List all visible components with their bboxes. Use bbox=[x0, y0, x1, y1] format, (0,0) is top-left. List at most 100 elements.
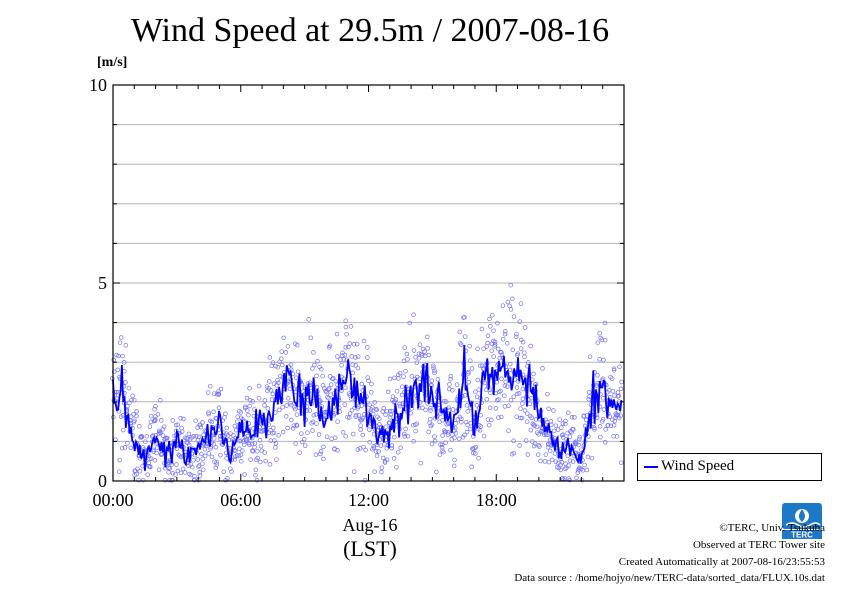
data-point bbox=[218, 452, 223, 458]
data-point bbox=[156, 467, 162, 473]
data-point bbox=[294, 412, 300, 417]
data-point bbox=[216, 405, 222, 411]
data-point bbox=[148, 456, 154, 461]
data-point bbox=[244, 438, 250, 443]
data-point bbox=[197, 470, 202, 475]
data-point bbox=[284, 403, 289, 408]
data-point bbox=[464, 429, 470, 435]
data-point bbox=[500, 303, 506, 308]
data-point bbox=[147, 464, 153, 469]
data-point bbox=[320, 373, 325, 379]
data-point bbox=[340, 430, 346, 435]
data-point bbox=[589, 455, 595, 461]
data-point bbox=[302, 443, 308, 448]
data-point bbox=[318, 449, 324, 454]
data-point bbox=[270, 391, 276, 397]
y-tick-labels: 0 5 10 bbox=[89, 75, 107, 491]
data-point bbox=[389, 443, 395, 448]
data-point bbox=[617, 364, 622, 370]
data-point bbox=[120, 427, 126, 433]
data-point bbox=[162, 477, 168, 483]
data-point bbox=[231, 433, 236, 438]
series-lines bbox=[112, 344, 623, 471]
data-point bbox=[475, 346, 480, 352]
data-point bbox=[570, 459, 576, 464]
data-point bbox=[294, 342, 300, 348]
data-point bbox=[256, 395, 262, 401]
data-point bbox=[381, 406, 386, 411]
data-point bbox=[270, 360, 276, 365]
data-point bbox=[383, 412, 388, 418]
data-point bbox=[520, 339, 526, 345]
data-point bbox=[111, 357, 116, 363]
data-point bbox=[492, 342, 498, 347]
data-point bbox=[119, 445, 125, 451]
data-point bbox=[178, 416, 183, 421]
data-point bbox=[186, 442, 192, 448]
data-point bbox=[528, 343, 533, 349]
data-point bbox=[310, 419, 316, 425]
data-point bbox=[287, 386, 293, 392]
data-point bbox=[273, 363, 278, 369]
data-point bbox=[527, 401, 532, 407]
data-point bbox=[440, 433, 445, 438]
data-point bbox=[475, 377, 481, 383]
data-point bbox=[212, 459, 217, 464]
data-point bbox=[292, 406, 298, 412]
data-point bbox=[202, 453, 208, 459]
data-point bbox=[569, 415, 575, 420]
data-point bbox=[147, 456, 152, 462]
data-point bbox=[602, 440, 608, 445]
data-point bbox=[490, 312, 495, 318]
data-point bbox=[340, 353, 345, 358]
data-point bbox=[584, 467, 590, 473]
x-tick-labels: 00:00 06:00 12:00 18:00 bbox=[92, 490, 516, 510]
data-point bbox=[419, 351, 424, 357]
data-point bbox=[522, 408, 528, 413]
data-point bbox=[200, 461, 205, 466]
data-point bbox=[514, 331, 519, 337]
data-point bbox=[454, 382, 460, 387]
data-point bbox=[540, 430, 546, 435]
data-point bbox=[428, 408, 433, 413]
data-point bbox=[199, 451, 204, 457]
data-point bbox=[528, 427, 534, 433]
data-point bbox=[418, 460, 424, 466]
data-point bbox=[485, 417, 491, 422]
data-point bbox=[542, 459, 548, 464]
data-point bbox=[212, 436, 217, 441]
data-point bbox=[482, 380, 487, 386]
grid-lines bbox=[113, 124, 624, 442]
data-point bbox=[276, 380, 281, 386]
data-point bbox=[549, 443, 554, 448]
data-point bbox=[599, 337, 605, 342]
data-point bbox=[358, 427, 363, 432]
data-point bbox=[331, 375, 336, 381]
data-point bbox=[473, 444, 479, 450]
data-point bbox=[173, 472, 178, 477]
data-point bbox=[503, 379, 508, 385]
data-point bbox=[394, 464, 399, 470]
data-point bbox=[170, 477, 175, 483]
data-point bbox=[510, 347, 516, 353]
data-point bbox=[339, 362, 344, 368]
data-point bbox=[565, 410, 571, 415]
data-point bbox=[319, 366, 324, 372]
data-point bbox=[496, 397, 501, 402]
data-point bbox=[208, 446, 213, 451]
data-point bbox=[180, 466, 186, 472]
data-point bbox=[233, 448, 238, 454]
data-point bbox=[393, 397, 399, 402]
data-point bbox=[314, 373, 319, 379]
data-point bbox=[267, 462, 273, 467]
data-point bbox=[201, 432, 206, 438]
data-point bbox=[492, 339, 498, 345]
data-point bbox=[429, 378, 435, 383]
data-point bbox=[157, 429, 162, 435]
data-point bbox=[306, 317, 311, 322]
data-point bbox=[316, 432, 322, 437]
data-point bbox=[179, 429, 185, 434]
data-point bbox=[549, 457, 555, 463]
data-point bbox=[404, 351, 410, 357]
data-point bbox=[148, 419, 154, 425]
